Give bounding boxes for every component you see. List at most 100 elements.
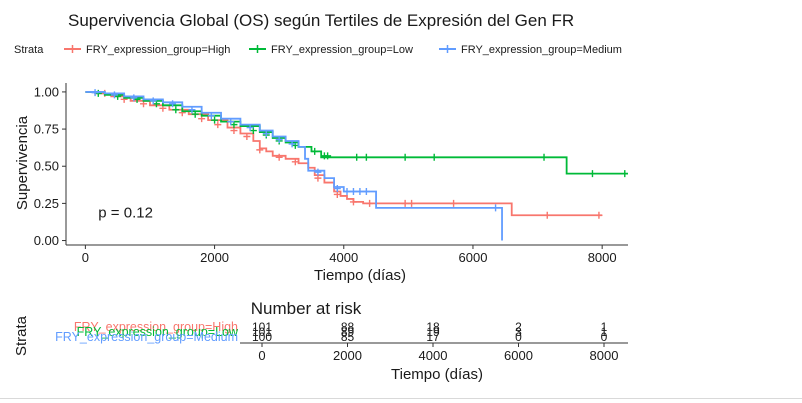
legend-label: FRY_expression_group=Low bbox=[271, 44, 413, 56]
censor-mark bbox=[349, 187, 357, 195]
censor-mark bbox=[324, 152, 332, 160]
censor-mark bbox=[207, 112, 215, 120]
risk-count: 2 bbox=[515, 320, 522, 334]
censor-mark bbox=[275, 135, 283, 143]
risk-x-tick-label: 2000 bbox=[333, 348, 362, 363]
risk-count: 1 bbox=[601, 325, 608, 339]
censor-mark bbox=[256, 146, 264, 154]
risk-count: 101 bbox=[252, 325, 272, 339]
legend: Strata FRY_expression_group=High FRY_expr… bbox=[14, 44, 622, 56]
risk-row-fry-expression-group-high: FRY_expression_group=High 101 88 18 2 1 bbox=[74, 320, 608, 334]
censor-mark bbox=[314, 174, 322, 182]
legend-label: FRY_expression_group=High bbox=[86, 44, 230, 56]
risk-x-tick-label: 6000 bbox=[504, 348, 533, 363]
risk-x-tick-label: 0 bbox=[258, 348, 265, 363]
censor-mark bbox=[356, 187, 364, 195]
risk-count: 0 bbox=[515, 330, 522, 344]
censor-mark bbox=[401, 153, 409, 161]
censor-mark bbox=[366, 199, 374, 207]
censor-mark bbox=[188, 106, 196, 114]
risk-x-tick-label: 4000 bbox=[419, 348, 448, 363]
censor-mark bbox=[110, 91, 118, 99]
risk-x-tick-label: 8000 bbox=[590, 348, 619, 363]
censor-mark bbox=[430, 153, 438, 161]
risk-table-x-label: Tiempo (días) bbox=[391, 366, 483, 383]
risk-row-label: FRY_expression_group=High bbox=[74, 320, 238, 334]
censor-mark bbox=[94, 89, 102, 97]
censor-mark bbox=[408, 199, 416, 207]
censor-mark bbox=[243, 133, 251, 141]
censor-mark bbox=[214, 121, 222, 129]
censor-mark bbox=[333, 185, 341, 193]
series-line-fry-expression-group-low bbox=[85, 91, 628, 175]
x-tick-label: 8000 bbox=[588, 250, 617, 265]
censor-mark bbox=[130, 94, 138, 102]
risk-count: 101 bbox=[252, 320, 272, 334]
risk-count: 88 bbox=[341, 320, 355, 334]
censor-mark bbox=[450, 199, 458, 207]
y-tick-label: 0.75 bbox=[34, 122, 59, 137]
x-tick-label: 0 bbox=[82, 250, 89, 265]
y-tick-label: 0.25 bbox=[34, 196, 59, 211]
risk-count: 1 bbox=[601, 320, 608, 334]
censor-mark bbox=[540, 153, 548, 161]
censor-mark bbox=[149, 97, 157, 105]
legend-item-fry-expression-group-low: FRY_expression_group=Low bbox=[249, 44, 413, 56]
censor-mark bbox=[275, 153, 283, 161]
censor-mark bbox=[362, 187, 370, 195]
censor-mark bbox=[91, 89, 99, 97]
censor-mark bbox=[362, 153, 370, 161]
censor-mark bbox=[311, 147, 319, 155]
x-tick-label: 2000 bbox=[200, 250, 229, 265]
censor-mark bbox=[227, 118, 235, 126]
x-tick-label: 6000 bbox=[459, 250, 488, 265]
censor-mark bbox=[211, 116, 219, 124]
risk-count: 0 bbox=[601, 330, 608, 344]
x-tick-label: 4000 bbox=[329, 250, 358, 265]
risk-count: 85 bbox=[341, 330, 355, 344]
censor-mark bbox=[595, 211, 603, 219]
censor-mark bbox=[543, 211, 551, 219]
censor-mark bbox=[492, 204, 500, 212]
bottom-divider bbox=[0, 398, 802, 399]
risk-count: 3 bbox=[515, 325, 522, 339]
p-value-annotation: p = 0.12 bbox=[98, 204, 153, 221]
risk-table: Number at risk Strata FRY_expression_gro… bbox=[13, 299, 628, 383]
censor-mark bbox=[288, 140, 296, 148]
censor-mark bbox=[230, 127, 238, 135]
series-line-fry-expression-group-medium bbox=[85, 91, 503, 241]
censor-mark bbox=[291, 158, 299, 166]
censor-mark bbox=[169, 100, 177, 108]
censor-mark bbox=[401, 199, 409, 207]
series-line-fry-expression-group-high bbox=[85, 91, 603, 217]
risk-row-fry-expression-group-medium: FRY_expression_group=Medium 100 85 17 0 0 bbox=[55, 330, 608, 344]
km-plot: 0 2000 4000 6000 8000 0.00 0.25 0.50 0.75 1.00 T… bbox=[14, 83, 628, 284]
legend-label: FRY_expression_group=Medium bbox=[461, 44, 622, 56]
y-tick-label: 0.50 bbox=[34, 159, 59, 174]
censor-mark bbox=[588, 170, 596, 178]
censor-mark bbox=[621, 170, 628, 178]
legend-item-fry-expression-group-high: FRY_expression_group=High bbox=[64, 44, 230, 56]
risk-row-label: FRY_expression_group=Low bbox=[77, 325, 239, 339]
chart-title: Supervivencia Global (OS) según Tertiles… bbox=[68, 11, 574, 30]
legend-item-fry-expression-group-medium: FRY_expression_group=Medium bbox=[439, 44, 622, 56]
legend-title: Strata bbox=[14, 44, 44, 56]
risk-count: 19 bbox=[426, 325, 440, 339]
censor-mark bbox=[262, 130, 270, 138]
censor-mark bbox=[172, 106, 180, 114]
censor-mark bbox=[191, 110, 199, 118]
censor-mark bbox=[343, 187, 351, 195]
censor-mark bbox=[353, 153, 361, 161]
risk-count: 18 bbox=[426, 320, 440, 334]
risk-count: 89 bbox=[341, 325, 355, 339]
risk-row-label: FRY_expression_group=Medium bbox=[55, 330, 238, 344]
risk-count: 100 bbox=[252, 330, 272, 344]
risk-count: 17 bbox=[426, 330, 440, 344]
risk-table-title: Number at risk bbox=[251, 299, 362, 318]
censor-mark bbox=[349, 198, 357, 206]
x-axis-label: Tiempo (días) bbox=[314, 267, 406, 284]
censor-mark bbox=[314, 168, 322, 176]
risk-row-fry-expression-group-low: FRY_expression_group=Low 101 89 19 3 1 bbox=[77, 325, 608, 339]
